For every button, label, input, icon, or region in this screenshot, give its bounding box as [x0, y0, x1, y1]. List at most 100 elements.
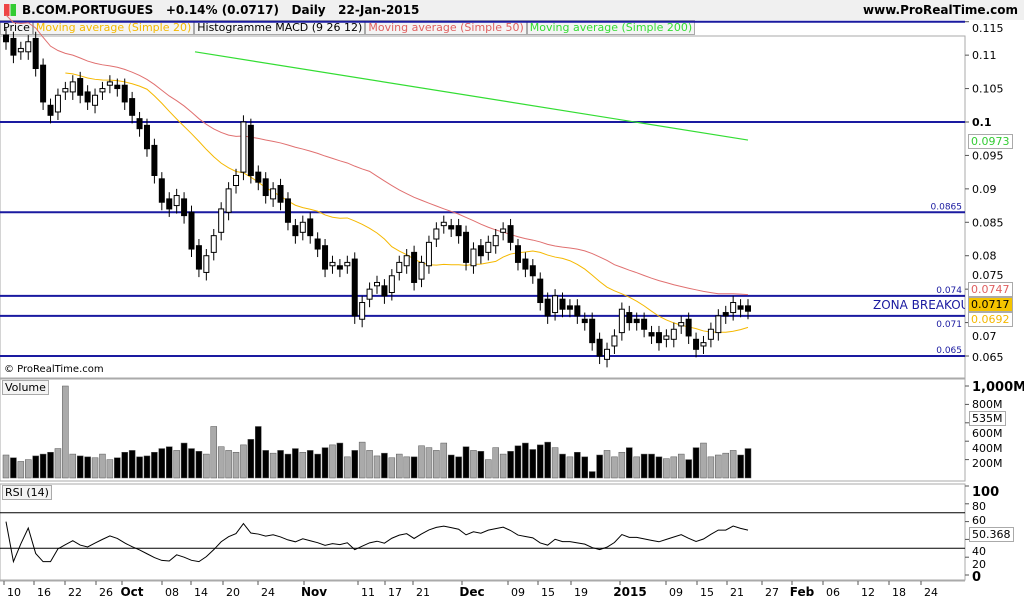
- volume-axis-label: 800M: [972, 398, 1003, 411]
- price-axis-label: 0.07: [972, 330, 997, 343]
- site-link[interactable]: www.ProRealTime.com: [863, 3, 1018, 17]
- candle-body: [470, 248, 477, 267]
- volume-bar: [329, 444, 336, 479]
- x-axis-label: Oct: [120, 585, 143, 599]
- candle-body: [537, 278, 544, 304]
- candle-body: [329, 261, 336, 267]
- volume-bar: [25, 459, 32, 479]
- volume-bar: [514, 445, 522, 479]
- volume-bar: [499, 453, 507, 479]
- volume-bar: [477, 451, 485, 479]
- volume-bar: [336, 442, 344, 479]
- volume-bar: [292, 448, 299, 479]
- x-axis-label: 09: [669, 586, 683, 599]
- volume-axis-label: 1,000M: [972, 380, 1024, 395]
- volume-bar: [536, 444, 544, 479]
- candle-body: [633, 318, 640, 324]
- volume-bar: [396, 453, 403, 479]
- candle-body: [477, 245, 484, 257]
- volume-bar: [121, 451, 128, 479]
- candle-body: [745, 305, 751, 312]
- x-axis-label: 09: [511, 586, 525, 599]
- volume-bar: [707, 456, 715, 479]
- candle-body: [440, 221, 447, 227]
- volume-bar: [433, 450, 440, 479]
- price-axis-label: 0.085: [972, 216, 1004, 229]
- volume-bar: [262, 450, 269, 479]
- legend-item[interactable]: Moving average (Simple 50): [365, 20, 527, 35]
- volume-bar: [203, 453, 210, 479]
- x-axis-label: 15: [700, 586, 714, 599]
- volume-bar: [240, 444, 247, 479]
- candle-body: [359, 302, 366, 320]
- candle-body: [270, 188, 277, 200]
- ma200-tag: 0.0973: [968, 134, 1013, 149]
- volume-bar: [611, 456, 618, 479]
- volume-bar: [729, 450, 737, 479]
- volume-bar: [17, 461, 25, 479]
- rsi-label: RSI (14): [2, 485, 52, 500]
- candle-body: [69, 81, 76, 93]
- volume-bar: [744, 448, 752, 479]
- candle-body: [574, 305, 581, 317]
- volume-bar: [485, 459, 492, 479]
- volume-bar: [321, 447, 329, 479]
- x-axis-label: 19: [574, 586, 588, 599]
- candle-body: [10, 37, 17, 56]
- x-axis-label: Nov: [301, 585, 327, 599]
- volume-bar: [440, 442, 448, 479]
- legend-item[interactable]: Histogramme MACD (9 26 12): [194, 20, 366, 35]
- candle-body: [544, 298, 551, 317]
- volume-bar: [277, 450, 284, 479]
- candle-body: [247, 124, 254, 176]
- volume-bar: [284, 453, 292, 479]
- volume-bar: [106, 459, 114, 479]
- x-axis-label: 11: [361, 586, 375, 599]
- candle-body: [47, 104, 54, 116]
- legend-item[interactable]: Price: [0, 20, 33, 35]
- candle-body: [604, 348, 611, 360]
- volume-bar: [403, 456, 410, 479]
- rsi-axis-label: 100: [972, 485, 999, 500]
- legend-item[interactable]: Moving average (Simple 20): [32, 20, 195, 35]
- candle-body: [84, 91, 91, 103]
- candle-body: [403, 255, 410, 267]
- legend-item[interactable]: Moving average (Simple 200): [526, 20, 696, 35]
- last-price-tag: 0.0717: [968, 297, 1013, 312]
- volume-bar: [136, 456, 143, 479]
- volume-bar: [188, 448, 195, 479]
- volume-panel: [0, 378, 966, 482]
- x-axis-label: 21: [416, 586, 430, 599]
- rsi-axis-label: 80: [972, 500, 986, 513]
- x-axis-label: 12: [861, 586, 875, 599]
- zone-label: ZONA BREAKOU: [873, 298, 965, 312]
- candle-body: [121, 84, 128, 103]
- price-axis-label: 0.115: [972, 22, 1004, 35]
- candle-body: [218, 208, 225, 233]
- candle-body: [292, 225, 299, 237]
- price-axis-label: 0.075: [972, 269, 1004, 282]
- volume-bar: [648, 453, 655, 479]
- candle-body: [25, 41, 32, 53]
- candle-body: [559, 298, 566, 310]
- x-axis-label: 06: [826, 586, 840, 599]
- candle-body: [685, 318, 692, 337]
- candle-body: [351, 258, 358, 317]
- candle-body: [173, 195, 180, 207]
- candle-body: [425, 241, 432, 267]
- level-label: 0.074: [936, 286, 962, 296]
- x-axis-label: Dec: [459, 585, 484, 599]
- volume-bar: [69, 453, 77, 479]
- volume-bar: [91, 457, 99, 479]
- price-axis-label: 0.11: [972, 49, 997, 62]
- volume-bar: [640, 453, 648, 479]
- volume-bar: [210, 426, 218, 479]
- volume-bar: [32, 455, 39, 479]
- rsi-axis-label: 40: [972, 545, 986, 558]
- x-axis-label: 22: [68, 586, 82, 599]
- volume-bar: [618, 451, 626, 479]
- x-axis-label: 24: [261, 586, 275, 599]
- candle-body: [62, 88, 69, 93]
- candle-body: [136, 118, 143, 130]
